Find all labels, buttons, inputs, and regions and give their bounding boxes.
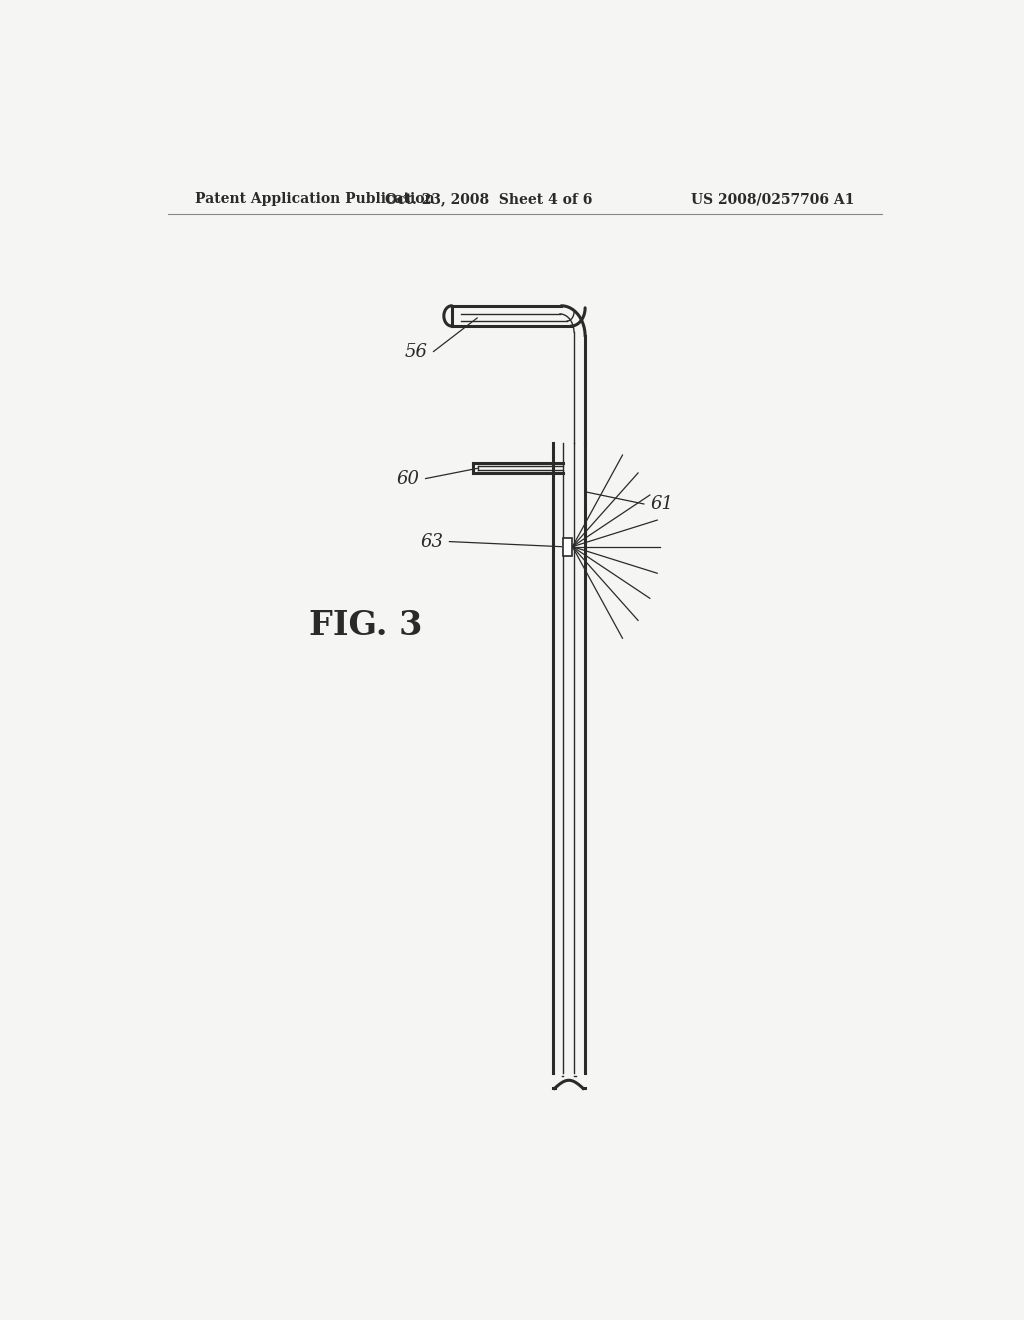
Text: US 2008/0257706 A1: US 2008/0257706 A1 [691,191,854,206]
Text: 63: 63 [420,532,443,550]
Bar [563,537,572,556]
Text: 60: 60 [396,470,419,487]
Text: FIG. 3: FIG. 3 [309,610,423,643]
Text: Patent Application Publication: Patent Application Publication [196,191,435,206]
Text: 56: 56 [404,342,427,360]
Text: 61: 61 [650,495,673,513]
Text: Oct. 23, 2008  Sheet 4 of 6: Oct. 23, 2008 Sheet 4 of 6 [385,191,593,206]
